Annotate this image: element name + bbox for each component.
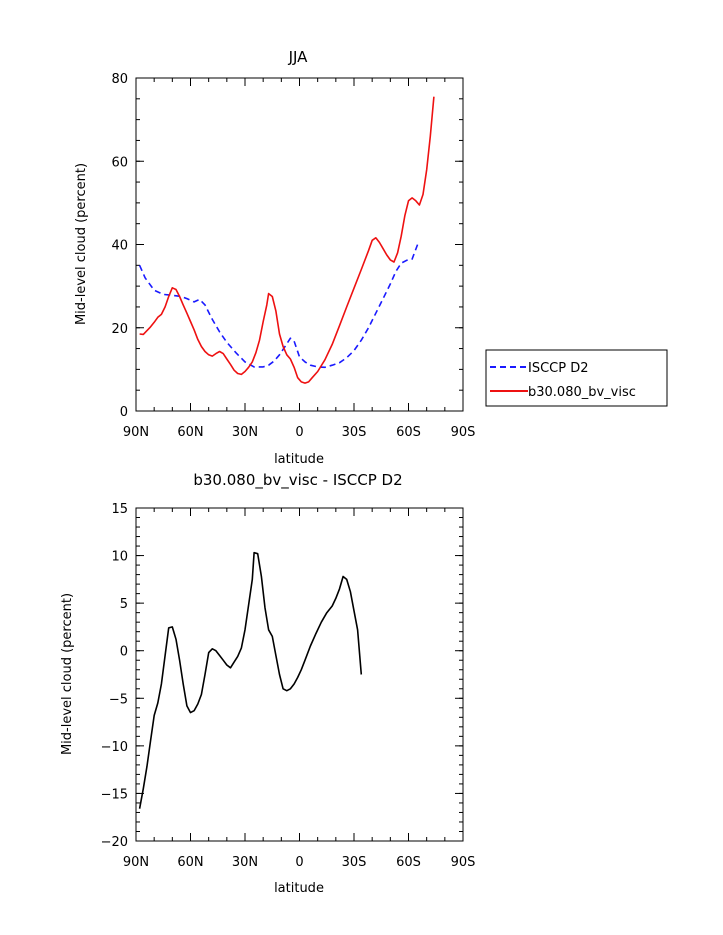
bottom-ytick-label: −5	[109, 692, 128, 707]
bottom-xtick-label: 90N	[123, 855, 149, 870]
top-series-lines	[138, 96, 435, 384]
top-xtick-label: 0	[295, 425, 303, 440]
top-ytick-label: 80	[111, 72, 128, 87]
top-panel: JJA 0 20 40 60 80 90N 60N 30N 0 30S 60S 90S latitud…	[74, 48, 475, 467]
top-ytick-label: 20	[111, 322, 128, 337]
bottom-ytick-label: 5	[120, 597, 128, 612]
bottom-xlabel: latitude	[274, 881, 324, 896]
top-legend: ISCCP D2 b30.080_bv_visc	[485, 349, 668, 407]
bottom-panel: b30.080_bv_visc - ISCCP D2 −20 −15 −10 −5 0 5…	[60, 471, 475, 896]
legend-box	[485, 349, 668, 407]
top-xtick-label: 30S	[342, 425, 367, 440]
top-series-line	[139, 96, 435, 384]
legend-label-model: b30.080_bv_visc	[528, 385, 636, 400]
top-xtick-label: 60S	[396, 425, 421, 440]
top-xtick-label: 60N	[177, 425, 203, 440]
bottom-xtick-label: 0	[295, 855, 303, 870]
bottom-ytick-label: −15	[101, 787, 128, 802]
top-axis-ticks: 0 20 40 60 80 90N 60N 30N 0 30S 60S 90S	[111, 72, 475, 440]
bottom-ytick-label: 0	[120, 645, 128, 660]
top-xlabel: latitude	[274, 452, 324, 467]
top-ytick-label: 0	[120, 405, 128, 420]
legend-label-isccp: ISCCP D2	[528, 361, 589, 376]
top-series-line	[138, 244, 419, 369]
bottom-xtick-label: 30S	[342, 855, 367, 870]
bottom-xtick-label: 90S	[451, 855, 476, 870]
top-xtick-label: 90N	[123, 425, 149, 440]
top-xtick-label: 90S	[451, 425, 476, 440]
bottom-ytick-label: 10	[111, 550, 128, 565]
top-plot-frame	[135, 77, 464, 412]
top-ytick-label: 60	[111, 155, 128, 170]
bottom-axis-ticks: −20 −15 −10 −5 0 5 10 15 90N 60N 30N 0 30S 60S 90S	[101, 502, 476, 870]
bottom-xtick-label: 60S	[396, 855, 421, 870]
top-ylabel: Mid-level cloud (percent)	[74, 163, 89, 325]
bottom-xtick-label: 60N	[177, 855, 203, 870]
top-ytick-label: 40	[111, 239, 128, 254]
bottom-xtick-label: 30N	[232, 855, 258, 870]
bottom-series-line	[138, 551, 363, 809]
bottom-ytick-label: −20	[101, 835, 128, 850]
top-xtick-label: 30N	[232, 425, 258, 440]
bottom-ytick-label: −10	[101, 740, 128, 755]
top-title: JJA	[288, 48, 309, 66]
bottom-title: b30.080_bv_visc - ISCCP D2	[193, 471, 402, 490]
bottom-ylabel: Mid-level cloud (percent)	[60, 593, 75, 755]
bottom-ytick-label: 15	[111, 502, 128, 517]
bottom-series-lines	[138, 551, 363, 809]
